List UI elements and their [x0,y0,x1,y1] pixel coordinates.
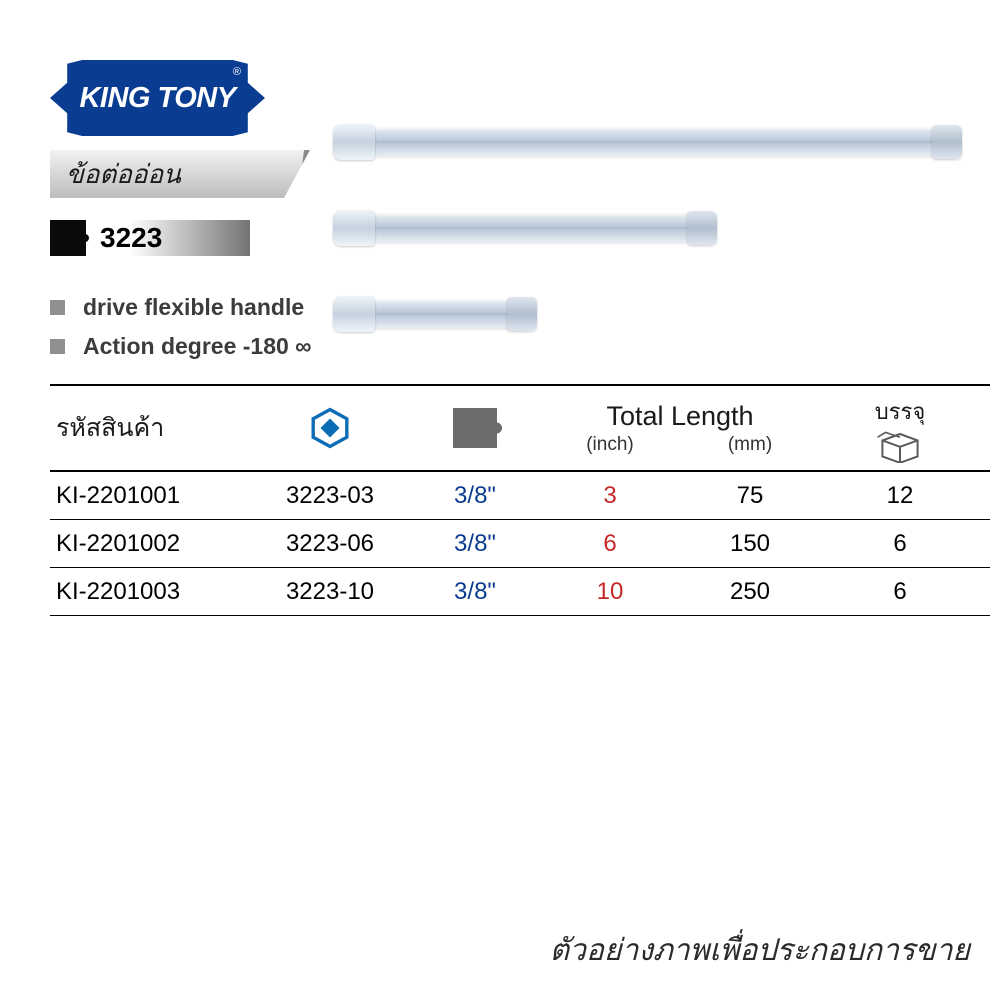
logo-badge: ® KING TONY [50,60,265,136]
category-label: ข้อต่ออ่อน [66,154,181,195]
cell-model: 3223-03 [250,482,410,510]
cell-pack: 6 [820,530,980,558]
brand-logo: ® KING TONY [50,60,970,136]
col-header-code: รหัสสินค้า [50,408,250,448]
watermark-text: ตัวอย่างภาพเพื่อประกอบการขาย [550,927,970,974]
cell-mm: 150 [680,530,820,558]
table-body: KI-22010013223-033/8"37512KI-22010023223… [50,472,990,616]
registered-mark: ® [233,66,241,78]
cell-code: KI-2201003 [50,578,250,606]
table-row: KI-22010013223-033/8"37512 [50,472,990,520]
cell-model: 3223-06 [250,530,410,558]
table-header-row: รหัสสินค้า Total Length (inch) (mm) บรรจ… [50,384,990,472]
cell-size: 3/8" [410,578,540,606]
spec-table: รหัสสินค้า Total Length (inch) (mm) บรรจ… [50,384,990,616]
extension-bar-short [335,300,535,328]
table-row: KI-22010023223-063/8"61506 [50,520,990,568]
cell-inch: 10 [540,578,680,606]
cell-inch: 3 [540,482,680,510]
drive-square-icon [50,220,86,256]
cell-pack: 6 [820,578,980,606]
feature-text: drive flexible handle [83,294,304,321]
header-inch-text: (inch) [540,434,680,456]
cell-code: KI-2201001 [50,482,250,510]
extension-bar-long [335,128,960,156]
cell-size: 3/8" [410,530,540,558]
bullet-icon [50,339,65,354]
cell-model: 3223-10 [250,578,410,606]
col-header-pack: บรรจุ [820,394,980,463]
square-drive-icon [453,408,497,448]
box-icon [876,429,924,463]
product-image-group [335,128,975,382]
cell-pack: 12 [820,482,980,510]
cell-size: 3/8" [410,482,540,510]
header-pack-text: บรรจุ [875,394,926,429]
col-header-length: Total Length (inch) (mm) [540,401,820,456]
header-mm-text: (mm) [680,434,820,456]
model-number: 3223 [100,222,162,254]
bullet-icon [50,300,65,315]
extension-bar-medium [335,214,715,242]
header-code-text: รหัสสินค้า [56,408,164,448]
cell-inch: 6 [540,530,680,558]
category-bar: ข้อต่ออ่อน [50,150,310,198]
model-bar: 3223 [50,220,250,256]
cell-mm: 75 [680,482,820,510]
col-header-size-icon [410,408,540,448]
col-header-model-icon [250,407,410,449]
cell-mm: 250 [680,578,820,606]
brand-name: KING TONY [79,82,235,115]
cell-code: KI-2201002 [50,530,250,558]
product-spec-page: ® KING TONY ข้อต่ออ่อน 3223 drive flexib… [0,0,1000,646]
feature-text: Action degree -180 ∞ [83,333,312,360]
header-length-text: Total Length [606,401,753,432]
table-row: KI-22010033223-103/8"102506 [50,568,990,616]
hex-drive-icon [309,407,351,449]
